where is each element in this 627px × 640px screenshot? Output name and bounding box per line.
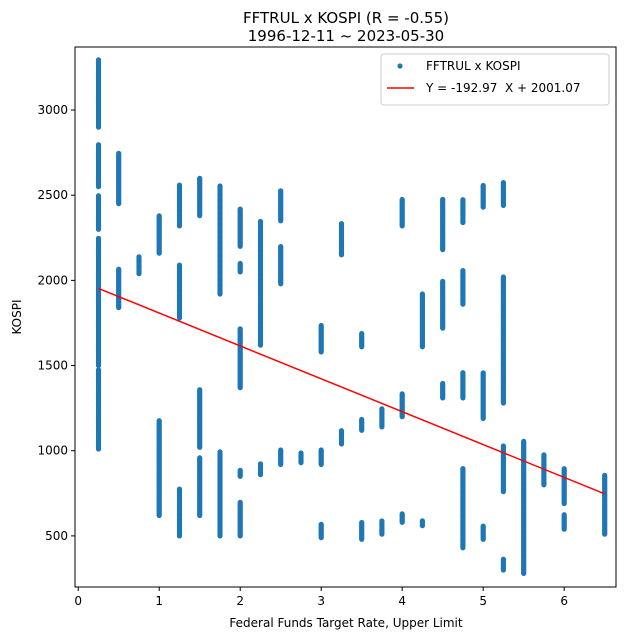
y-axis: 500 1000 1500 2000 2500 3000 (37, 103, 75, 543)
scatter-point (136, 254, 142, 260)
x-tick-label: 5 (479, 594, 487, 608)
scatter-point (176, 262, 183, 268)
scatter-point (156, 213, 162, 219)
chart-title: FFTRUL x KOSPI (R = -0.55) (243, 9, 449, 27)
legend: FFTRUL x KOSPI Y = -192.97 X + 2001.07 (380, 53, 610, 106)
scatter-point (237, 206, 243, 212)
scatter-point (460, 370, 466, 376)
scatter-point (500, 556, 506, 562)
scatter-point (116, 150, 122, 156)
scatter-point (95, 235, 102, 241)
scatter-point (379, 406, 385, 412)
y-tick-label: 500 (45, 529, 68, 543)
scatter-point (541, 452, 547, 458)
scatter-point (318, 521, 324, 528)
scatter-point (278, 244, 284, 250)
scatter-point (359, 416, 365, 423)
scatter-point (257, 218, 264, 225)
scatter-point (237, 467, 243, 473)
x-axis-label: Federal Funds Target Rate, Upper Limit (229, 616, 462, 630)
y-tick-label: 1000 (37, 444, 68, 458)
y-axis-label: KOSPI (10, 299, 24, 334)
legend-label-fit-line: Y = -192.97 X + 2001.07 (425, 81, 581, 95)
scatter-points (95, 57, 608, 577)
fit-line-layer (98, 287, 605, 495)
scatter-point (318, 447, 324, 453)
chart-subtitle: 1996-12-11 ~ 2023-05-30 (248, 27, 444, 45)
scatter-point (399, 511, 405, 517)
scatter-point (379, 518, 385, 524)
scatter-point (399, 391, 405, 397)
scatter-point (440, 278, 446, 284)
y-tick-label: 2500 (37, 188, 68, 202)
scatter-point (480, 523, 486, 529)
scatter-point (480, 182, 486, 189)
plot-frame (74, 46, 617, 588)
scatter-point (419, 518, 425, 524)
scatter-point (460, 268, 466, 274)
scatter-point (500, 274, 506, 280)
y-tick-label: 1500 (37, 359, 68, 373)
legend-marker-points (397, 63, 403, 69)
scatter-point (176, 486, 183, 492)
legend-box (380, 53, 610, 106)
y-tick-label: 2000 (37, 273, 68, 287)
scatter-point (561, 466, 567, 472)
scatter-point (561, 512, 567, 518)
scatter-point (278, 188, 284, 194)
scatter-point (217, 449, 223, 455)
y-tick-label: 3000 (37, 103, 68, 117)
scatter-point (460, 197, 466, 203)
scatter-point (359, 331, 365, 337)
x-tick-label: 6 (560, 594, 568, 608)
x-tick-label: 3 (317, 594, 325, 608)
scatter-point (359, 519, 365, 526)
scatter-point (338, 221, 345, 227)
scatter-point (338, 428, 345, 434)
scatter-point (197, 175, 203, 181)
scatter-point (95, 193, 102, 199)
scatter-point (237, 260, 243, 267)
scatter-point (257, 461, 264, 467)
scatter-point (521, 438, 527, 444)
scatter-point (237, 499, 243, 505)
scatter-point (419, 291, 425, 297)
x-tick-label: 2 (236, 594, 244, 608)
scatter-point (500, 180, 506, 186)
scatter-point (298, 450, 304, 456)
scatter-point (440, 196, 446, 202)
scatter-point (197, 455, 203, 461)
scatter-point (95, 142, 102, 148)
scatter-point (440, 380, 446, 387)
scatter-point (116, 266, 122, 272)
scatter-point (399, 196, 405, 203)
scatter-point (602, 472, 608, 478)
x-tick-label: 1 (155, 594, 163, 608)
scatter-point (156, 418, 162, 424)
legend-label-points: FFTRUL x KOSPI (426, 59, 521, 73)
scatter-point (278, 447, 284, 453)
scatter-point (480, 370, 486, 376)
scatter-point (460, 466, 466, 472)
x-axis: 0 1 2 3 4 5 6 (74, 587, 568, 608)
scatter-point (500, 443, 506, 449)
scatter-point (217, 183, 223, 189)
scatter-point (318, 322, 324, 329)
scatter-point (176, 182, 183, 188)
x-tick-label: 0 (74, 594, 82, 608)
scatter-point (237, 326, 243, 332)
scatter-point (197, 387, 203, 393)
regression-line (98, 287, 605, 495)
scatter-point (95, 57, 102, 63)
x-tick-label: 4 (398, 594, 406, 608)
scatter-point (95, 367, 102, 373)
